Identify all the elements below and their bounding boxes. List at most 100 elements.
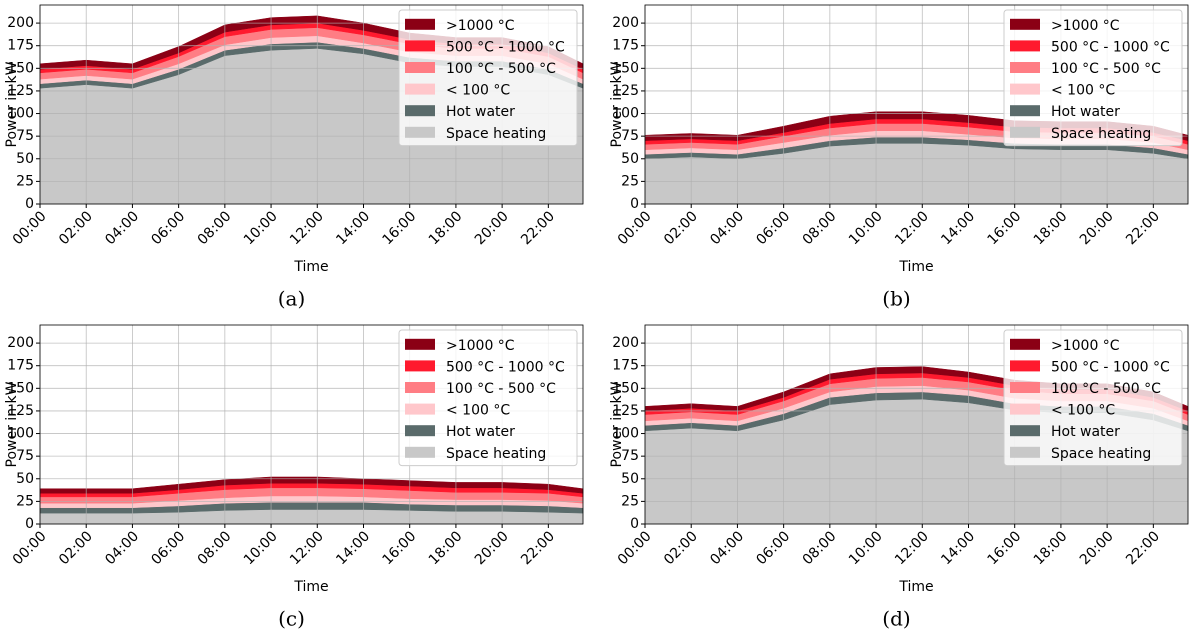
x-tick-label: 02:00 xyxy=(56,528,96,568)
x-tick-label: 10:00 xyxy=(846,208,886,248)
legend-swatch xyxy=(1010,105,1040,117)
caption: (b) xyxy=(882,287,910,311)
legend-box xyxy=(1003,9,1183,147)
x-tick-label: 06:00 xyxy=(148,208,188,248)
x-tick-label: 22:00 xyxy=(518,208,558,248)
chart-panel: 0 25 50 75 100 125 150 175 200 00:00 02:00 04:00 06:… xyxy=(609,4,1189,311)
legend-label: 500 °C - 1000 °C xyxy=(1051,39,1170,55)
y-tick-label: 175 xyxy=(612,38,639,54)
y-tick-label: 125 xyxy=(612,403,639,419)
caption: (a) xyxy=(278,287,306,311)
legend-swatch xyxy=(405,105,435,117)
legend-label: 500 °C - 1000 °C xyxy=(1051,359,1170,375)
y-axis-label: Power in kW xyxy=(4,381,20,467)
y-tick-label: 200 xyxy=(612,15,639,31)
x-tick-label: 00:00 xyxy=(10,208,50,248)
caption: (d) xyxy=(882,607,910,631)
x-tick-label: 12:00 xyxy=(892,208,932,248)
legend-swatch xyxy=(405,83,435,95)
y-tick-label: 50 xyxy=(621,151,639,167)
legend-box xyxy=(1003,329,1183,467)
x-tick-label: 14:00 xyxy=(938,208,978,248)
x-tick-label: 08:00 xyxy=(195,528,235,568)
y-tick-label: 50 xyxy=(621,471,639,487)
legend-swatch xyxy=(405,382,435,393)
x-axis-label: Time xyxy=(293,579,328,595)
x-tick-label: 12:00 xyxy=(287,208,327,248)
x-tick-label: 14:00 xyxy=(333,208,373,248)
y-tick-label: 125 xyxy=(612,83,639,99)
x-tick-label: 12:00 xyxy=(287,528,327,568)
legend-swatch xyxy=(405,403,435,415)
y-tick-label: 175 xyxy=(7,38,34,54)
legend-swatch xyxy=(1010,338,1040,350)
y-tick-label: 25 xyxy=(621,493,639,509)
y-tick-label: 150 xyxy=(7,380,34,396)
legend-label: 500 °C - 1000 °C xyxy=(446,359,565,375)
x-tick-label: 12:00 xyxy=(892,528,932,568)
x-axis-label: Time xyxy=(898,259,933,275)
x-tick-label: 06:00 xyxy=(148,528,188,568)
y-tick-label: 0 xyxy=(630,196,639,212)
legend-label: < 100 °C xyxy=(1051,403,1115,419)
legend-swatch xyxy=(1010,360,1040,372)
legend-swatch xyxy=(1010,446,1040,458)
y-tick-label: 200 xyxy=(612,335,639,351)
legend-box xyxy=(398,329,578,467)
y-tick-label: 200 xyxy=(7,335,34,351)
x-tick-label: 14:00 xyxy=(938,528,978,568)
y-tick-label: 100 xyxy=(7,426,34,442)
x-tick-label: 22:00 xyxy=(1123,528,1163,568)
legend-swatch xyxy=(1010,425,1040,437)
y-tick-label: 200 xyxy=(7,15,34,31)
legend-label: Space heating xyxy=(446,446,546,462)
y-tick-label: 75 xyxy=(621,128,639,144)
y-axis-label: Power in kW xyxy=(4,61,20,147)
x-tick-label: 02:00 xyxy=(661,208,701,248)
legend-label: >1000 °C xyxy=(1051,338,1120,354)
legend-label: 100 °C - 500 °C xyxy=(1051,61,1161,77)
x-tick-label: 20:00 xyxy=(472,528,512,568)
legend-label: >1000 °C xyxy=(446,338,515,354)
legend-swatch xyxy=(1010,62,1040,73)
y-tick-label: 125 xyxy=(7,83,34,99)
x-tick-label: 08:00 xyxy=(195,208,235,248)
x-tick-label: 04:00 xyxy=(707,528,747,568)
chart-panel: 0 25 50 75 100 125 150 175 200 00:00 02:00 04:00 06:… xyxy=(4,4,584,311)
legend-label: Hot water xyxy=(446,104,515,120)
y-tick-label: 125 xyxy=(7,403,34,419)
x-tick-label: 02:00 xyxy=(661,528,701,568)
y-tick-label: 175 xyxy=(612,358,639,374)
legend-swatch xyxy=(1010,83,1040,95)
legend-label: 100 °C - 500 °C xyxy=(446,61,556,77)
x-tick-label: 04:00 xyxy=(102,528,142,568)
legend-box xyxy=(398,9,578,147)
legend-label: < 100 °C xyxy=(1051,83,1115,99)
y-tick-label: 100 xyxy=(612,426,639,442)
legend-label: Hot water xyxy=(446,424,515,440)
x-tick-label: 16:00 xyxy=(380,208,420,248)
legend-label: 100 °C - 500 °C xyxy=(446,381,556,397)
legend-swatch xyxy=(405,360,435,372)
x-tick-label: 10:00 xyxy=(241,208,281,248)
legend-label: 500 °C - 1000 °C xyxy=(446,39,565,55)
plot-frame xyxy=(39,324,584,525)
x-tick-label: 04:00 xyxy=(102,208,142,248)
y-tick-label: 100 xyxy=(612,106,639,122)
x-tick-label: 00:00 xyxy=(10,528,50,568)
legend-swatch xyxy=(1010,403,1040,415)
legend-label: >1000 °C xyxy=(446,18,515,34)
y-tick-label: 0 xyxy=(25,196,34,212)
y-tick-label: 0 xyxy=(25,516,34,532)
x-tick-label: 02:00 xyxy=(56,208,96,248)
x-tick-label: 16:00 xyxy=(985,528,1025,568)
x-tick-label: 08:00 xyxy=(800,208,840,248)
y-tick-label: 100 xyxy=(7,106,34,122)
x-tick-label: 22:00 xyxy=(518,528,558,568)
y-tick-label: 25 xyxy=(16,493,34,509)
legend-swatch xyxy=(1010,40,1040,52)
plot-frame xyxy=(644,324,1189,525)
x-tick-label: 18:00 xyxy=(1031,208,1071,248)
y-tick-label: 150 xyxy=(612,60,639,76)
x-tick-label: 18:00 xyxy=(426,528,466,568)
